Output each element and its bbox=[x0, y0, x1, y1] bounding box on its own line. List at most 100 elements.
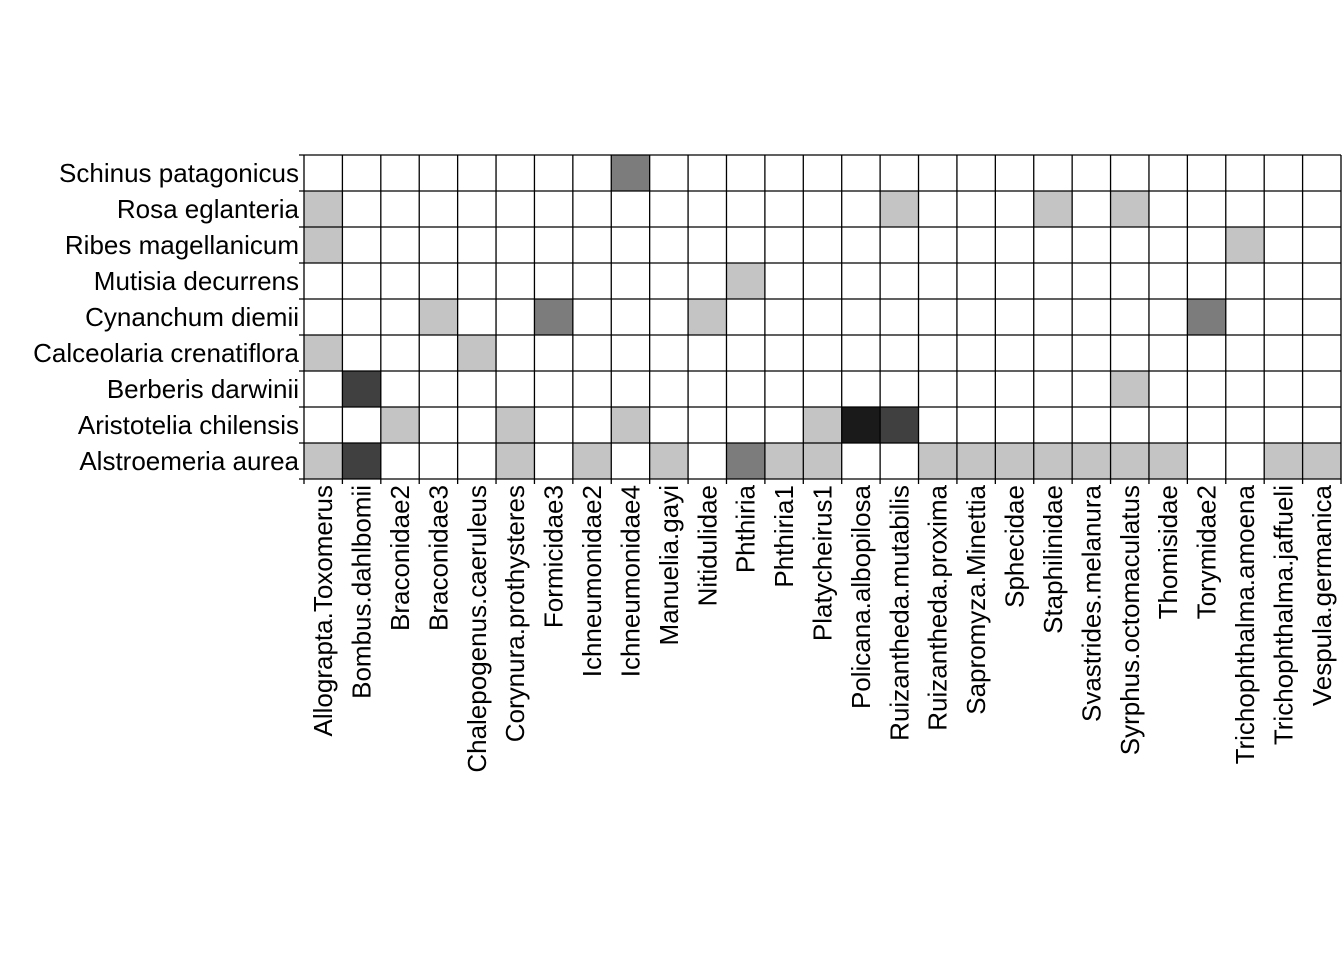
x-tick-label-trichophthalma-jaffueli: Trichophthalma.jaffueli bbox=[1268, 485, 1298, 745]
x-tick-label-ichneumonidae4: Ichneumonidae4 bbox=[615, 485, 645, 677]
heatmap-cell-calceolaria-crenatiflora-policana-albopilosa bbox=[841, 335, 881, 371]
heatmap-cell-ribes-magellanicum-ruizantheda-proxima bbox=[918, 227, 957, 263]
heatmap-cell-aristotelia-chilensis-torymidae2 bbox=[1187, 407, 1226, 443]
heatmap-cell-mutisia-decurrens-ichneumonidae2 bbox=[572, 263, 612, 299]
heatmap-cell-aristotelia-chilensis-formicidae3 bbox=[534, 407, 573, 443]
heatmap-cell-mutisia-decurrens-syrphus-octomaculatus bbox=[1110, 263, 1149, 299]
heatmap-cell-ribes-magellanicum-svastrides-melanura bbox=[1072, 227, 1111, 263]
heatmap-cell-rosa-eglanteria-ruizantheda-mutabilis bbox=[880, 191, 919, 227]
heatmap-cell-ribes-magellanicum-syrphus-octomaculatus bbox=[1110, 227, 1149, 263]
heatmap-cell-schinus-patagonicus-bombus-dahlbomii bbox=[342, 155, 381, 191]
x-tick-label-allograpta-toxomerus: Allograpta.Toxomerus bbox=[308, 485, 338, 736]
heatmap-cell-calceolaria-crenatiflora-phthiria1 bbox=[764, 335, 804, 371]
heatmap-cell-ribes-magellanicum-ruizantheda-mutabilis bbox=[880, 227, 919, 263]
heatmap-cell-mutisia-decurrens-allograpta-toxomerus bbox=[304, 263, 343, 299]
heatmap-cell-aristotelia-chilensis-trichophthalma-jaffueli bbox=[1264, 407, 1303, 443]
heatmap-cell-alstroemeria-aurea-trichophthalma-jaffueli bbox=[1264, 443, 1303, 479]
heatmap-cell-calceolaria-crenatiflora-ruizantheda-proxima bbox=[918, 335, 957, 371]
heatmap-cell-ribes-magellanicum-torymidae2 bbox=[1187, 227, 1226, 263]
heatmap-cell-alstroemeria-aurea-ichneumonidae4 bbox=[611, 443, 650, 479]
heatmap-cell-rosa-eglanteria-platycheirus1 bbox=[803, 191, 842, 227]
heatmap-cell-schinus-patagonicus-manuelia-gayi bbox=[649, 155, 689, 191]
heatmap-cell-ribes-magellanicum-corynura-prothysteres bbox=[496, 227, 535, 263]
heatmap-cell-aristotelia-chilensis-chalepogenus-caeruleus bbox=[457, 407, 497, 443]
x-tick-label-trichophthalma-amoena: Trichophthalma.amoena bbox=[1230, 484, 1260, 764]
heatmap-cell-schinus-patagonicus-ruizantheda-mutabilis bbox=[880, 155, 919, 191]
heatmap-cell-mutisia-decurrens-bombus-dahlbomii bbox=[342, 263, 381, 299]
heatmap-cell-cynanchum-diemii-platycheirus1 bbox=[803, 299, 842, 335]
heatmap-cell-mutisia-decurrens-platycheirus1 bbox=[803, 263, 842, 299]
heatmap-cell-rosa-eglanteria-trichophthalma-amoena bbox=[1225, 191, 1265, 227]
x-tick-label-chalepogenus-caeruleus: Chalepogenus.caeruleus bbox=[462, 485, 492, 773]
heatmap-cell-mutisia-decurrens-nitidulidae bbox=[688, 263, 727, 299]
heatmap-cell-calceolaria-crenatiflora-braconidae3 bbox=[419, 335, 458, 371]
heatmap-cell-mutisia-decurrens-braconidae2 bbox=[380, 263, 420, 299]
heatmap-cell-calceolaria-crenatiflora-ichneumonidae2 bbox=[572, 335, 612, 371]
x-tick-label-ruizantheda-mutabilis: Ruizantheda.mutabilis bbox=[884, 485, 914, 741]
heatmap-cell-aristotelia-chilensis-vespula-germanica bbox=[1302, 407, 1341, 443]
heatmap-cell-rosa-eglanteria-formicidae3 bbox=[534, 191, 573, 227]
x-tick-label-ichneumonidae2: Ichneumonidae2 bbox=[577, 485, 607, 677]
heatmap-cell-calceolaria-crenatiflora-trichophthalma-amoena bbox=[1225, 335, 1265, 371]
heatmap-cell-ribes-magellanicum-trichophthalma-amoena bbox=[1225, 227, 1265, 263]
heatmap-cell-alstroemeria-aurea-syrphus-octomaculatus bbox=[1110, 443, 1149, 479]
heatmap-cell-cynanchum-diemii-corynura-prothysteres bbox=[496, 299, 535, 335]
y-tick-label-mutisia-decurrens: Mutisia decurrens bbox=[94, 266, 299, 296]
heatmap-cell-cynanchum-diemii-formicidae3 bbox=[534, 299, 573, 335]
heatmap-cell-rosa-eglanteria-bombus-dahlbomii bbox=[342, 191, 381, 227]
heatmap-cell-calceolaria-crenatiflora-thomisidae bbox=[1148, 335, 1188, 371]
heatmap-cell-berberis-darwinii-ichneumonidae2 bbox=[572, 371, 612, 407]
heatmap-cell-cynanchum-diemii-braconidae3 bbox=[419, 299, 458, 335]
heatmap-cell-berberis-darwinii-vespula-germanica bbox=[1302, 371, 1341, 407]
heatmap-cell-schinus-patagonicus-ruizantheda-proxima bbox=[918, 155, 957, 191]
heatmap-cell-cynanchum-diemii-policana-albopilosa bbox=[841, 299, 881, 335]
heatmap-cell-mutisia-decurrens-policana-albopilosa bbox=[841, 263, 881, 299]
heatmap-cell-berberis-darwinii-phthiria1 bbox=[764, 371, 804, 407]
heatmap-cell-cynanchum-diemii-phthiria bbox=[726, 299, 765, 335]
heatmap-cell-berberis-darwinii-ruizantheda-proxima bbox=[918, 371, 957, 407]
x-tick-label-platycheirus1: Platycheirus1 bbox=[808, 485, 838, 641]
heatmap-cell-alstroemeria-aurea-staphilinidae bbox=[1033, 443, 1073, 479]
heatmap-cell-alstroemeria-aurea-braconidae2 bbox=[380, 443, 420, 479]
heatmap-cell-ribes-magellanicum-nitidulidae bbox=[688, 227, 727, 263]
heatmap-cell-berberis-darwinii-sphecidae bbox=[995, 371, 1034, 407]
y-tick-label-calceolaria-crenatiflora: Calceolaria crenatiflora bbox=[33, 338, 299, 368]
heatmap-cell-calceolaria-crenatiflora-formicidae3 bbox=[534, 335, 573, 371]
heatmap-cell-calceolaria-crenatiflora-platycheirus1 bbox=[803, 335, 842, 371]
x-tick-label-vespula-germanica: Vespula.germanica bbox=[1307, 484, 1337, 706]
y-tick-label-alstroemeria-aurea: Alstroemeria aurea bbox=[79, 446, 299, 476]
heatmap-cell-calceolaria-crenatiflora-svastrides-melanura bbox=[1072, 335, 1111, 371]
heatmap-cell-berberis-darwinii-formicidae3 bbox=[534, 371, 573, 407]
heatmap-cell-rosa-eglanteria-ichneumonidae2 bbox=[572, 191, 612, 227]
heatmap-cell-schinus-patagonicus-trichophthalma-amoena bbox=[1225, 155, 1265, 191]
x-tick-label-corynura-prothysteres: Corynura.prothysteres bbox=[500, 485, 530, 742]
heatmap-cell-mutisia-decurrens-sapromyza-minettia bbox=[956, 263, 996, 299]
heatmap-cell-alstroemeria-aurea-ichneumonidae2 bbox=[572, 443, 612, 479]
heatmap-cell-schinus-patagonicus-chalepogenus-caeruleus bbox=[457, 155, 497, 191]
heatmap-cell-mutisia-decurrens-formicidae3 bbox=[534, 263, 573, 299]
heatmap-cell-cynanchum-diemii-ruizantheda-proxima bbox=[918, 299, 957, 335]
heatmap-cell-berberis-darwinii-bombus-dahlbomii bbox=[342, 371, 381, 407]
heatmap-cell-alstroemeria-aurea-vespula-germanica bbox=[1302, 443, 1341, 479]
heatmap-cell-alstroemeria-aurea-ruizantheda-proxima bbox=[918, 443, 957, 479]
heatmap-cell-cynanchum-diemii-trichophthalma-amoena bbox=[1225, 299, 1265, 335]
heatmap-cell-schinus-patagonicus-braconidae3 bbox=[419, 155, 458, 191]
heatmap-cell-cynanchum-diemii-manuelia-gayi bbox=[649, 299, 689, 335]
heatmap-cell-mutisia-decurrens-trichophthalma-jaffueli bbox=[1264, 263, 1303, 299]
heatmap-cell-calceolaria-crenatiflora-sphecidae bbox=[995, 335, 1034, 371]
heatmap-cell-rosa-eglanteria-sphecidae bbox=[995, 191, 1034, 227]
y-tick-label-cynanchum-diemii: Cynanchum diemii bbox=[85, 302, 299, 332]
x-tick-label-svastrides-melanura: Svastrides.melanura bbox=[1076, 484, 1106, 722]
heatmap-cell-rosa-eglanteria-manuelia-gayi bbox=[649, 191, 689, 227]
x-tick-label-nitidulidae: Nitidulidae bbox=[692, 485, 722, 606]
heatmap-cell-berberis-darwinii-braconidae3 bbox=[419, 371, 458, 407]
heatmap-cell-cynanchum-diemii-torymidae2 bbox=[1187, 299, 1226, 335]
heatmap-cell-cynanchum-diemii-sapromyza-minettia bbox=[956, 299, 996, 335]
heatmap-cell-schinus-patagonicus-staphilinidae bbox=[1033, 155, 1073, 191]
heatmap-cell-calceolaria-crenatiflora-trichophthalma-jaffueli bbox=[1264, 335, 1303, 371]
heatmap-cell-mutisia-decurrens-ruizantheda-proxima bbox=[918, 263, 957, 299]
x-tick-label-syrphus-octomaculatus: Syrphus.octomaculatus bbox=[1115, 485, 1145, 755]
heatmap-cell-alstroemeria-aurea-nitidulidae bbox=[688, 443, 727, 479]
heatmap-cell-mutisia-decurrens-staphilinidae bbox=[1033, 263, 1073, 299]
heatmap-cell-ribes-magellanicum-trichophthalma-jaffueli bbox=[1264, 227, 1303, 263]
